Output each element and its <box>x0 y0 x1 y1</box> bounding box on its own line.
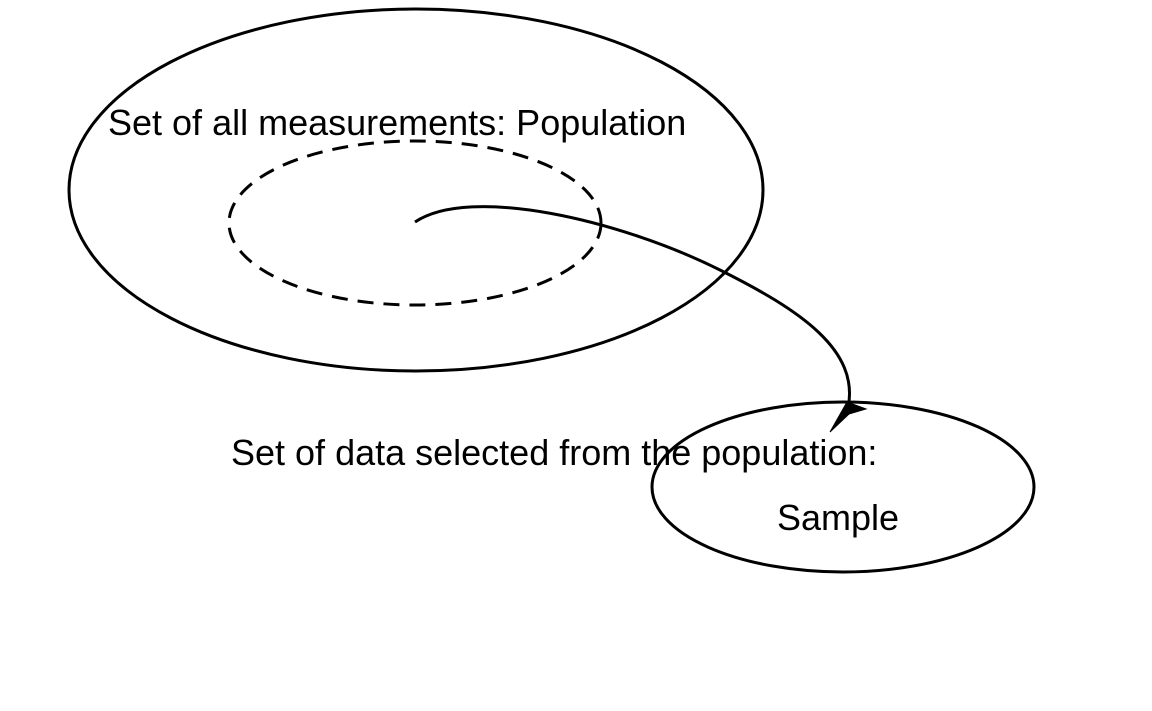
subset-dashed-ellipse <box>227 139 603 307</box>
population-label: Set of all measurements: Population <box>108 102 686 143</box>
sample-label: Sample <box>777 497 899 538</box>
sample-ellipse <box>650 400 1036 574</box>
sample-caption: Set of data selected from the population… <box>231 432 877 473</box>
selection-arrow-path <box>414 205 851 409</box>
selection-arrowhead <box>829 401 868 433</box>
population-ellipse <box>67 7 765 373</box>
